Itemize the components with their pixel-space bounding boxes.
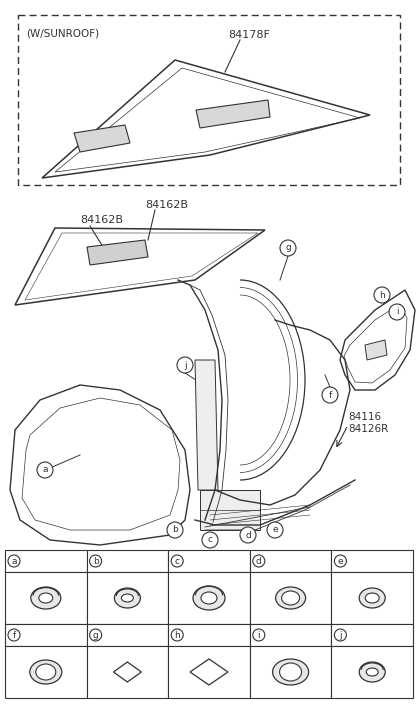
Text: j: j — [184, 361, 186, 369]
Bar — [87, 624, 168, 646]
Bar — [250, 572, 331, 624]
Polygon shape — [74, 125, 130, 152]
Polygon shape — [200, 490, 260, 530]
Text: 84162B: 84162B — [80, 215, 123, 225]
Text: 83191: 83191 — [349, 556, 380, 566]
Ellipse shape — [36, 664, 56, 680]
Text: 84181M: 84181M — [104, 630, 144, 640]
Polygon shape — [87, 240, 148, 265]
Ellipse shape — [121, 594, 133, 602]
Bar — [250, 646, 331, 698]
Text: 84162B: 84162B — [145, 200, 188, 210]
Text: b: b — [93, 556, 99, 566]
Bar — [168, 646, 250, 698]
Text: j: j — [339, 630, 342, 640]
Text: e: e — [338, 556, 343, 566]
Ellipse shape — [193, 586, 225, 610]
Text: 84156B: 84156B — [268, 630, 305, 640]
Circle shape — [89, 629, 102, 641]
Bar — [5, 646, 87, 698]
Bar — [250, 550, 331, 572]
Polygon shape — [195, 360, 218, 490]
Bar — [87, 646, 168, 698]
Bar — [168, 624, 250, 646]
Bar — [331, 572, 413, 624]
Bar — [5, 572, 87, 624]
Ellipse shape — [30, 660, 62, 684]
Text: d: d — [256, 556, 262, 566]
Text: g: g — [93, 630, 99, 640]
Text: 84140F: 84140F — [349, 630, 386, 640]
Ellipse shape — [282, 591, 300, 605]
Circle shape — [177, 357, 193, 373]
Text: f: f — [329, 390, 331, 400]
Circle shape — [37, 462, 53, 478]
Text: 84178F: 84178F — [228, 30, 270, 40]
Text: 84116: 84116 — [348, 412, 381, 422]
Bar — [5, 550, 87, 572]
Text: i: i — [396, 308, 398, 316]
Circle shape — [202, 532, 218, 548]
Text: 84171Z: 84171Z — [268, 556, 305, 566]
Circle shape — [253, 555, 265, 567]
Circle shape — [167, 522, 183, 538]
Text: (W/SUNROOF): (W/SUNROOF) — [26, 28, 99, 38]
Bar — [250, 624, 331, 646]
Text: i: i — [257, 630, 260, 640]
Circle shape — [280, 240, 296, 256]
Text: g: g — [285, 244, 291, 252]
Text: 1731JF: 1731JF — [104, 556, 138, 566]
Circle shape — [171, 555, 183, 567]
Ellipse shape — [359, 588, 385, 608]
Bar — [5, 624, 87, 646]
Text: d: d — [245, 531, 251, 539]
Text: 84126R: 84126R — [348, 424, 388, 434]
Ellipse shape — [115, 588, 140, 608]
Circle shape — [389, 304, 405, 320]
Ellipse shape — [280, 663, 302, 681]
Circle shape — [374, 287, 390, 303]
Text: h: h — [379, 291, 385, 300]
Text: a: a — [11, 556, 17, 566]
Text: 84175A: 84175A — [186, 630, 224, 640]
Circle shape — [267, 522, 283, 538]
Circle shape — [322, 387, 338, 403]
Ellipse shape — [275, 587, 306, 609]
Text: c: c — [207, 536, 212, 545]
Ellipse shape — [273, 659, 308, 685]
Circle shape — [253, 629, 265, 641]
Text: a: a — [42, 465, 48, 475]
Text: f: f — [13, 630, 15, 640]
Polygon shape — [365, 340, 387, 360]
Bar — [87, 550, 168, 572]
Text: 84136: 84136 — [23, 630, 54, 640]
Ellipse shape — [39, 593, 53, 603]
Circle shape — [8, 555, 20, 567]
Bar — [331, 550, 413, 572]
Bar — [331, 624, 413, 646]
Circle shape — [8, 629, 20, 641]
Text: 1731JC: 1731JC — [186, 556, 220, 566]
Ellipse shape — [31, 587, 61, 609]
Bar — [87, 572, 168, 624]
Circle shape — [171, 629, 183, 641]
Bar — [168, 572, 250, 624]
Circle shape — [334, 629, 347, 641]
Text: c: c — [175, 556, 180, 566]
Circle shape — [334, 555, 347, 567]
Circle shape — [240, 527, 256, 543]
Ellipse shape — [359, 662, 385, 682]
Text: h: h — [174, 630, 180, 640]
Polygon shape — [196, 100, 270, 128]
Bar — [168, 550, 250, 572]
Circle shape — [89, 555, 102, 567]
Ellipse shape — [201, 592, 217, 604]
Bar — [18, 15, 400, 185]
Ellipse shape — [365, 593, 379, 603]
Ellipse shape — [366, 668, 378, 676]
Text: b: b — [172, 526, 178, 534]
Text: 84173S: 84173S — [23, 556, 60, 566]
Bar — [331, 646, 413, 698]
Text: e: e — [272, 526, 278, 534]
